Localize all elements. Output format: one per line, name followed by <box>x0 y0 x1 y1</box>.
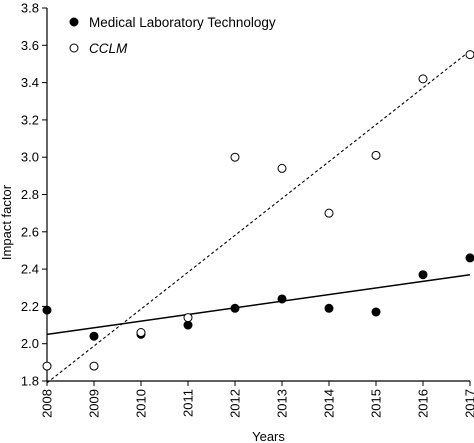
y-tick-label: 3.4 <box>21 75 39 90</box>
point-medical-laboratory-technology <box>324 303 334 313</box>
x-tick-label: 2015 <box>369 389 384 418</box>
point-medical-laboratory-technology <box>277 294 287 304</box>
x-tick-label: 2012 <box>228 389 243 418</box>
point-cclm <box>418 74 428 84</box>
point-cclm <box>136 328 146 338</box>
legend-label-cclm: CCLM <box>89 41 128 56</box>
point-medical-laboratory-technology <box>371 307 381 317</box>
x-axis-title: Years <box>252 429 285 443</box>
data-points <box>42 50 474 371</box>
point-medical-laboratory-technology <box>89 331 99 341</box>
point-cclm <box>89 361 99 371</box>
point-cclm <box>371 150 381 160</box>
y-tick-label: 2.4 <box>21 262 39 277</box>
y-tick-label: 1.8 <box>21 374 39 389</box>
x-tick-label: 2013 <box>275 389 290 418</box>
point-medical-laboratory-technology <box>230 303 240 313</box>
y-tick-label: 3.0 <box>21 150 39 165</box>
point-cclm <box>277 163 287 173</box>
x-tick-label: 2010 <box>134 389 149 418</box>
x-tick-label: 2016 <box>416 389 431 418</box>
trendlines <box>46 50 471 384</box>
x-tick-label: 2014 <box>322 389 337 418</box>
point-medical-laboratory-technology <box>465 253 474 263</box>
y-tick-label: 3.8 <box>21 1 39 16</box>
legend: Medical Laboratory Technology CCLM <box>69 15 276 56</box>
point-cclm <box>42 361 52 371</box>
y-tick-label: 2.8 <box>21 187 39 202</box>
x-tick-label: 2011 <box>181 389 196 417</box>
trendline-cclm <box>46 50 471 384</box>
y-axis-title: Impact factor <box>0 184 14 260</box>
y-tick-label: 2.0 <box>21 336 39 351</box>
point-cclm <box>465 50 474 60</box>
point-medical-laboratory-technology <box>42 305 52 315</box>
trendline-medical-laboratory-technology <box>46 273 471 336</box>
y-tick-label: 3.6 <box>21 38 39 53</box>
y-tick-label: 3.2 <box>21 112 39 127</box>
legend-label-medical-laboratory-technology: Medical Laboratory Technology <box>89 15 276 30</box>
x-tick-label: 2008 <box>40 389 55 418</box>
legend-marker-cclm <box>69 43 79 53</box>
x-tick-label: 2009 <box>87 389 102 418</box>
legend-marker-medical-laboratory-technology <box>69 17 79 27</box>
point-cclm <box>183 313 193 323</box>
point-medical-laboratory-technology <box>418 270 428 280</box>
point-cclm <box>230 152 240 162</box>
axes: 1.8 2.0 2.2 2.4 2.6 2.8 3.0 3.2 3.4 3.6 3.8 2008 200… <box>21 1 474 418</box>
y-tick-label: 2.6 <box>21 224 39 239</box>
point-cclm <box>324 208 334 218</box>
x-tick-label: 2017 <box>463 389 474 418</box>
y-tick-label: 2.2 <box>21 299 39 314</box>
point-medical-laboratory-technology <box>183 320 193 330</box>
